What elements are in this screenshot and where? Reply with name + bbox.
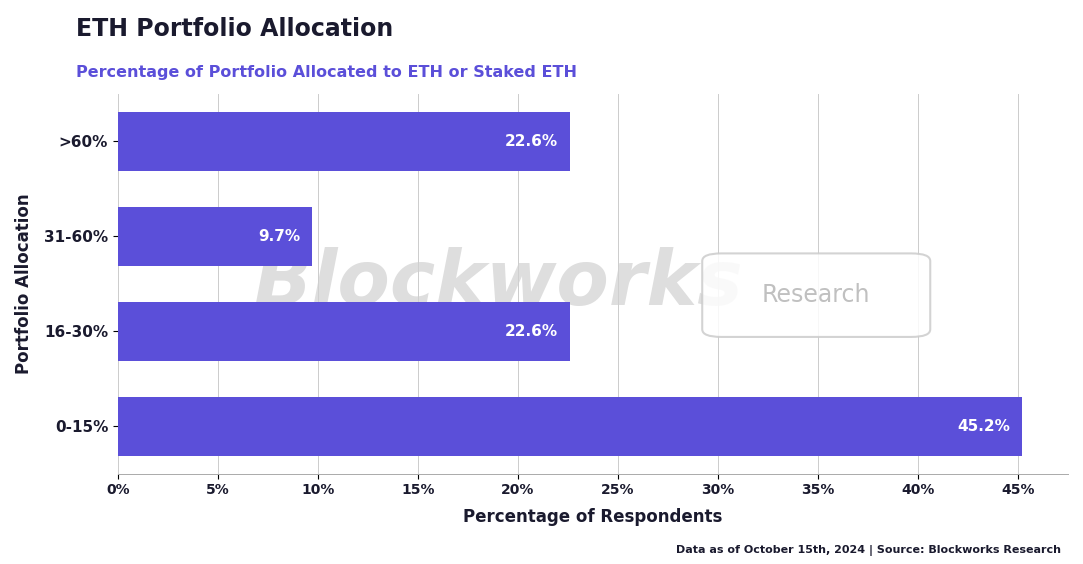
FancyBboxPatch shape	[702, 253, 930, 337]
Y-axis label: Portfolio Allocation: Portfolio Allocation	[15, 193, 32, 374]
Bar	[118, 112, 570, 171]
Text: Blockworks: Blockworks	[253, 247, 743, 321]
Bar	[118, 207, 312, 266]
Text: ETH Portfolio Allocation: ETH Portfolio Allocation	[76, 17, 393, 41]
X-axis label: Percentage of Respondents: Percentage of Respondents	[464, 508, 722, 526]
Text: 9.7%: 9.7%	[258, 229, 300, 244]
Text: Research: Research	[762, 283, 871, 307]
Text: Percentage of Portfolio Allocated to ETH or Staked ETH: Percentage of Portfolio Allocated to ETH…	[76, 65, 577, 80]
Text: 45.2%: 45.2%	[957, 418, 1010, 434]
Bar	[118, 302, 570, 360]
Bar	[118, 396, 1022, 456]
Text: 22.6%: 22.6%	[505, 324, 558, 339]
Text: 22.6%: 22.6%	[505, 134, 558, 149]
Text: Data as of October 15th, 2024 | Source: Blockworks Research: Data as of October 15th, 2024 | Source: …	[677, 544, 1061, 556]
